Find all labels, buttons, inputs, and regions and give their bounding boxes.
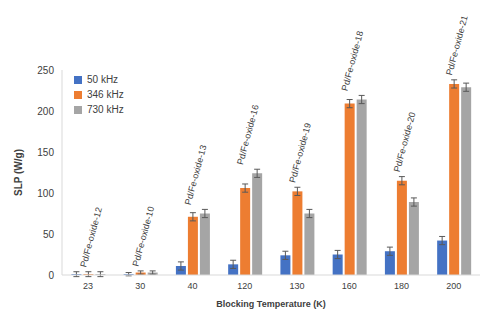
- svg-text:200: 200: [446, 281, 461, 291]
- svg-text:Pd/Fe-oxide-13: Pd/Fe-oxide-13: [183, 144, 209, 206]
- svg-text:200: 200: [37, 106, 54, 117]
- svg-text:Pd/Fe-oxide-12: Pd/Fe-oxide-12: [78, 206, 104, 268]
- svg-text:Pd/Fe-oxide-10: Pd/Fe-oxide-10: [131, 205, 157, 267]
- html-text:50 kHz: 50 kHz: [87, 74, 119, 85]
- svg-text:50: 50: [43, 229, 55, 240]
- svg-text:150: 150: [37, 147, 54, 158]
- svg-text:Pd/Fe-oxide-20: Pd/Fe-oxide-20: [392, 111, 418, 173]
- svg-text:0: 0: [48, 270, 54, 281]
- svg-text:23: 23: [83, 281, 93, 291]
- svg-text:160: 160: [342, 281, 357, 291]
- html-text:346 kHz: 346 kHz: [87, 89, 124, 100]
- svg-text:120: 120: [237, 281, 252, 291]
- svg-text:100: 100: [37, 188, 54, 199]
- svg-text:Pd/Fe-oxide-21: Pd/Fe-oxide-21: [444, 14, 470, 76]
- html-text:730 kHz: 730 kHz: [87, 104, 124, 115]
- svg-text:Blocking Temperature (K): Blocking Temperature (K): [216, 299, 325, 309]
- svg-text:130: 130: [290, 281, 305, 291]
- svg-text:250: 250: [37, 65, 54, 76]
- svg-text:180: 180: [394, 281, 409, 291]
- svg-text:Pd/Fe-oxide-19: Pd/Fe-oxide-19: [287, 122, 313, 184]
- svg-text:Pd/Fe-oxide-18: Pd/Fe-oxide-18: [340, 30, 366, 92]
- svg-text:30: 30: [135, 281, 145, 291]
- svg-text:Pd/Fe-oxide-16: Pd/Fe-oxide-16: [235, 104, 261, 166]
- svg-text:40: 40: [188, 281, 198, 291]
- svg-text:SLP (W/g): SLP (W/g): [13, 149, 24, 196]
